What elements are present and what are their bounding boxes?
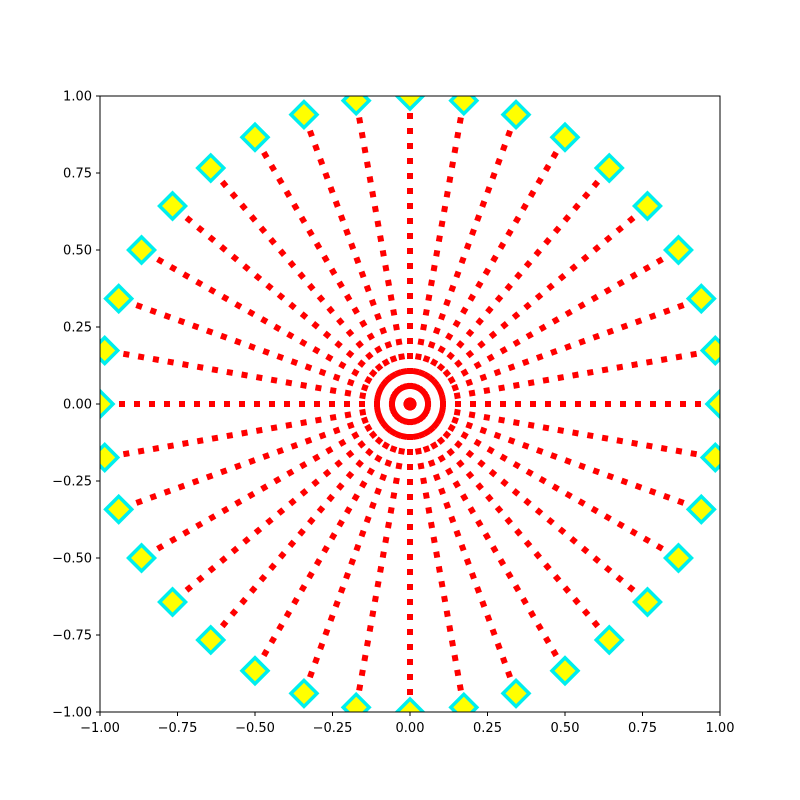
spoke-end-marker [100, 335, 121, 366]
x-tick-label: 1.00 [706, 721, 735, 736]
x-tick-label: 0.75 [628, 721, 657, 736]
y-tick-label: 0.00 [63, 398, 92, 413]
spoke-line [117, 401, 412, 513]
spoke-line [252, 402, 413, 673]
spoke-line [140, 401, 412, 561]
spoke-line [408, 401, 703, 513]
spoke-line [407, 402, 519, 695]
y-tick-label: 0.25 [63, 321, 92, 336]
spoke-end-marker [699, 442, 720, 473]
spoke-end-marker [288, 677, 320, 709]
y-tick-label: −0.50 [52, 552, 92, 567]
spoke-line [408, 401, 650, 605]
spoke-end-marker [103, 493, 135, 525]
spoke-line [407, 403, 467, 708]
spoke-line [407, 113, 519, 406]
y-tick-label: −0.75 [52, 629, 92, 644]
spoke-end-marker [699, 335, 720, 366]
spoke-line [409, 401, 716, 461]
markers-layer [100, 96, 720, 712]
x-tick-label: −0.25 [313, 721, 353, 736]
spoke-line [104, 401, 411, 461]
spoke-line [407, 100, 467, 405]
spokes-layer [100, 96, 720, 712]
spoke-end-marker [394, 696, 426, 712]
y-tick-label: −1.00 [52, 706, 92, 721]
spoke-line [104, 347, 411, 407]
spoke-line [407, 402, 612, 642]
spoke-line [301, 402, 413, 695]
spoke-line [353, 100, 413, 405]
spoke-end-marker [394, 96, 426, 112]
spoke-line [208, 166, 413, 406]
spoke-end-marker [549, 121, 581, 153]
spoke-end-marker [340, 691, 372, 712]
x-tick-label: 0.25 [473, 721, 502, 736]
spoke-end-marker [195, 624, 227, 656]
x-tick-label: 0.00 [396, 721, 425, 736]
spoke-end-marker [631, 586, 663, 618]
spoke-end-marker [631, 190, 663, 222]
x-tick-label: −0.75 [158, 721, 198, 736]
spoke-line [252, 135, 413, 406]
spoke-end-marker [593, 624, 625, 656]
y-axis: −1.00 −0.75 −0.50 −0.25 0.00 0.25 0.50 0.75 1.00 [52, 90, 100, 721]
spoke-line [408, 203, 650, 407]
spoke-end-marker [662, 542, 694, 574]
spoke-end-marker [100, 442, 121, 473]
spoke-line [407, 135, 568, 406]
y-tick-label: 0.50 [63, 244, 92, 259]
spoke-end-marker [157, 190, 189, 222]
spoke-line [353, 403, 413, 708]
y-tick-label: 0.75 [63, 167, 92, 182]
spoke-line [408, 247, 680, 407]
spoke-end-marker [593, 152, 625, 184]
spoke-end-marker [100, 388, 116, 420]
spoke-end-marker [126, 234, 158, 266]
spoke-line [140, 247, 412, 407]
spoke-line [170, 203, 412, 407]
spoke-end-marker [288, 99, 320, 131]
spoke-end-marker [103, 283, 135, 315]
spoke-line [170, 401, 412, 605]
x-axis: −1.00 −0.75 −0.50 −0.25 0.00 0.25 0.50 0.75 1.00 [80, 712, 734, 736]
spoke-line [208, 402, 413, 642]
spoke-end-marker [157, 586, 189, 618]
spoke-end-marker [239, 655, 271, 687]
spoke-end-marker [500, 99, 532, 131]
spoke-end-marker [662, 234, 694, 266]
spoke-line [117, 295, 412, 407]
spoke-end-marker [704, 388, 720, 420]
spoke-end-marker [448, 691, 480, 712]
y-tick-label: −0.25 [52, 475, 92, 490]
spoke-end-marker [685, 493, 717, 525]
spoke-line [409, 347, 716, 407]
spoke-line [301, 113, 413, 406]
y-tick-label: 1.00 [63, 90, 92, 105]
spoke-end-marker [126, 542, 158, 574]
spoke-end-marker [500, 677, 532, 709]
spoke-line [408, 401, 680, 561]
spoke-end-marker [549, 655, 581, 687]
spoke-line [407, 402, 568, 673]
x-tick-label: −1.00 [80, 721, 120, 736]
x-tick-label: −0.50 [235, 721, 275, 736]
spoke-end-marker [239, 121, 271, 153]
spoke-end-marker [685, 283, 717, 315]
x-tick-label: 0.50 [551, 721, 580, 736]
spoke-line [407, 166, 612, 406]
spoke-line [408, 295, 703, 407]
spoke-end-marker [195, 152, 227, 184]
